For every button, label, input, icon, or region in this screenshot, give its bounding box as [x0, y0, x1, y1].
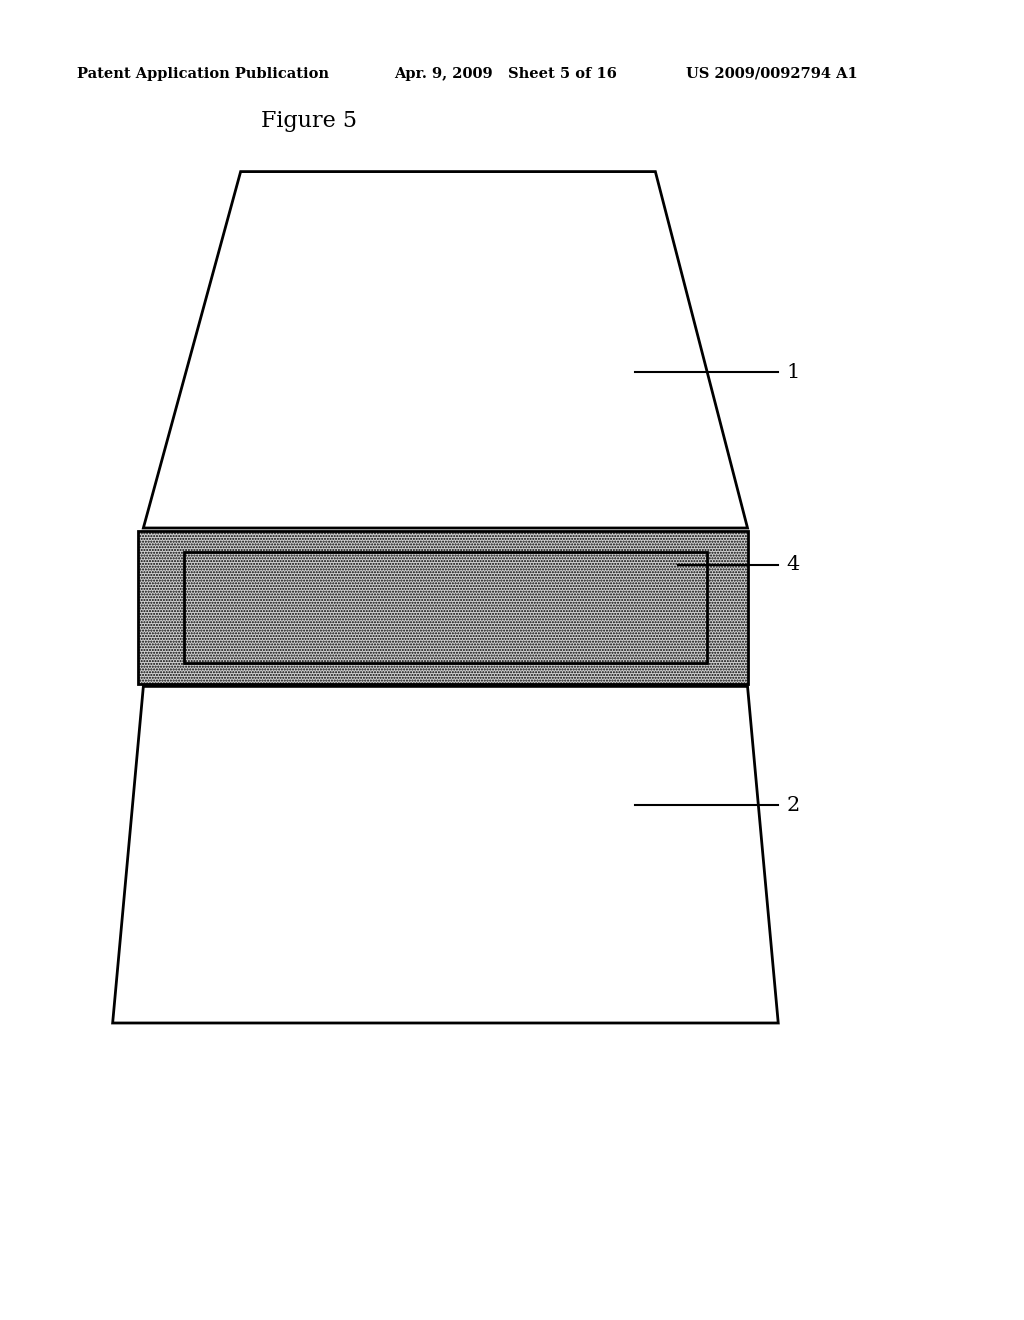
Text: 4: 4 [786, 556, 800, 574]
Text: US 2009/0092794 A1: US 2009/0092794 A1 [686, 67, 858, 81]
Text: Apr. 9, 2009   Sheet 5 of 16: Apr. 9, 2009 Sheet 5 of 16 [394, 67, 617, 81]
Text: 1: 1 [786, 363, 800, 381]
Text: Figure 5: Figure 5 [261, 110, 357, 132]
Text: 2: 2 [786, 796, 800, 814]
Polygon shape [138, 531, 748, 684]
Polygon shape [184, 552, 707, 663]
Polygon shape [113, 686, 778, 1023]
Polygon shape [143, 172, 748, 528]
Text: Patent Application Publication: Patent Application Publication [77, 67, 329, 81]
